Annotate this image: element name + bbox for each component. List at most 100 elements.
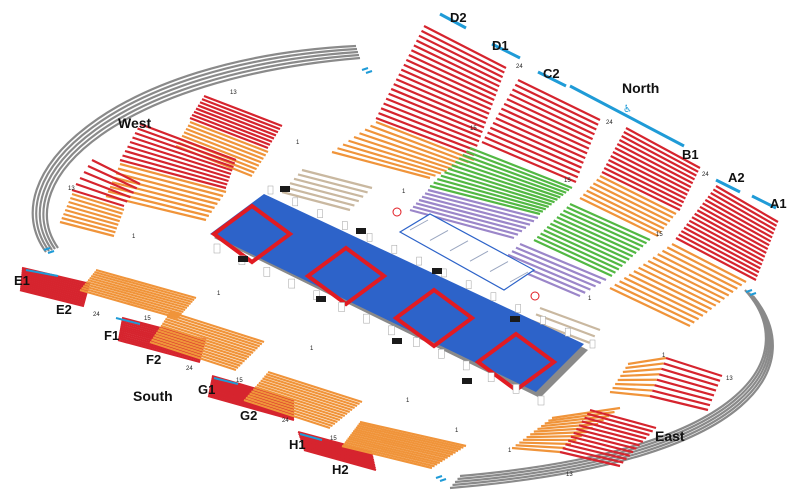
section-west-red-top[interactable] [189, 94, 283, 150]
section-east-red-bottom[interactable] [559, 408, 657, 468]
stand-edge-strip [569, 84, 685, 148]
seat-row [535, 313, 596, 338]
seat-row [21, 272, 89, 292]
scoreboard [462, 378, 472, 384]
seat-row [633, 270, 713, 311]
seat-row [152, 336, 241, 367]
section-label-g2: G2 [240, 408, 257, 423]
section-f-orange[interactable] [149, 310, 265, 372]
seat-row [509, 93, 595, 136]
section-east-red-top[interactable] [649, 356, 723, 412]
seat-row [66, 204, 121, 223]
section-east-orange-bottom[interactable] [511, 406, 621, 454]
seat-row [75, 182, 128, 203]
seat-row [86, 280, 186, 312]
section-a-red[interactable] [675, 185, 779, 281]
section-b-green[interactable] [533, 202, 651, 277]
seat-row [642, 263, 721, 304]
seat-row [68, 200, 122, 219]
seat-row [380, 107, 478, 147]
seat-row [185, 127, 264, 160]
row-number-west-top: 13 [230, 90, 237, 96]
seat-row [265, 373, 360, 406]
stand-edge-strip [25, 269, 59, 277]
seat-row [712, 188, 778, 227]
judge-podium [465, 280, 472, 290]
seat-row [358, 422, 464, 449]
seat-row [354, 428, 456, 454]
seat-row [348, 435, 446, 461]
section-b-red[interactable] [601, 127, 701, 211]
area-label-north: North [622, 80, 659, 96]
walkway-track-northwest [46, 56, 361, 249]
competition-mat-4[interactable] [474, 331, 558, 393]
section-b-orange[interactable] [579, 175, 677, 237]
section-d-red[interactable] [375, 25, 507, 157]
row-number-f-24: 24 [186, 366, 193, 372]
seat-row [608, 159, 686, 200]
seat-row [710, 191, 776, 231]
row-number-f-1: 1 [310, 346, 314, 352]
seat-row [300, 440, 375, 463]
stand-edge-strip [715, 178, 741, 194]
section-label-g1: G1 [198, 382, 215, 397]
seat-row [208, 393, 295, 420]
seat-row [122, 154, 228, 186]
seat-row [715, 185, 779, 223]
seat-row [661, 249, 738, 290]
seat-row [348, 139, 447, 173]
seat-row [603, 167, 683, 208]
seat-row [704, 198, 773, 239]
competition-mat-2[interactable] [304, 245, 388, 307]
section-g-orange[interactable] [243, 370, 363, 430]
track-marker [749, 292, 757, 296]
seat-row [654, 384, 713, 402]
section-c-green[interactable] [429, 146, 573, 216]
row-number-d-bottom: 15 [470, 126, 477, 132]
section-east-orange-top[interactable] [609, 356, 667, 398]
section-a-orange[interactable] [609, 243, 747, 327]
stand-edge-strip [439, 12, 467, 30]
stand-step [509, 271, 529, 283]
seat-row [601, 171, 681, 211]
area-label-south: South [133, 388, 173, 404]
section-h-orange[interactable] [341, 420, 467, 470]
seat-row [665, 356, 723, 378]
seat-row [81, 286, 181, 318]
section-label-f1: F1 [104, 328, 119, 343]
section-west-red-left[interactable] [71, 159, 141, 208]
competition-mat-3[interactable] [392, 287, 476, 349]
section-c-red[interactable] [481, 79, 601, 184]
seat-row [87, 278, 188, 310]
section-west-orange-left[interactable] [59, 192, 125, 238]
section-e-orange[interactable] [79, 268, 197, 320]
seat-row [69, 196, 123, 215]
seat-row [113, 176, 218, 206]
section-label-d2: D2 [450, 10, 467, 25]
section-west-red-mid[interactable] [119, 122, 237, 190]
seat-row [628, 273, 708, 314]
judge-podium [342, 221, 348, 230]
seat-row [82, 284, 182, 316]
seat-row [91, 159, 141, 185]
seat-row [249, 392, 338, 424]
section-d-orange[interactable] [331, 120, 475, 180]
section-e[interactable] [19, 266, 91, 308]
seat-row [688, 219, 764, 262]
seat-row [119, 158, 227, 190]
seat-row [623, 276, 704, 317]
stand-edge-strip [213, 377, 239, 385]
seat-row [581, 420, 647, 440]
seat-row [409, 208, 515, 240]
section-c-purple[interactable] [409, 188, 539, 240]
seat-row [609, 390, 651, 398]
seat-row [625, 127, 701, 169]
competition-mat-1[interactable] [210, 203, 294, 265]
seat-row [243, 398, 331, 430]
seat-row [671, 243, 747, 283]
seat-row [300, 439, 375, 462]
section-label-h1: H1 [289, 437, 306, 452]
seat-row [615, 382, 655, 387]
seat-row [549, 222, 630, 261]
seat-row [137, 127, 236, 165]
